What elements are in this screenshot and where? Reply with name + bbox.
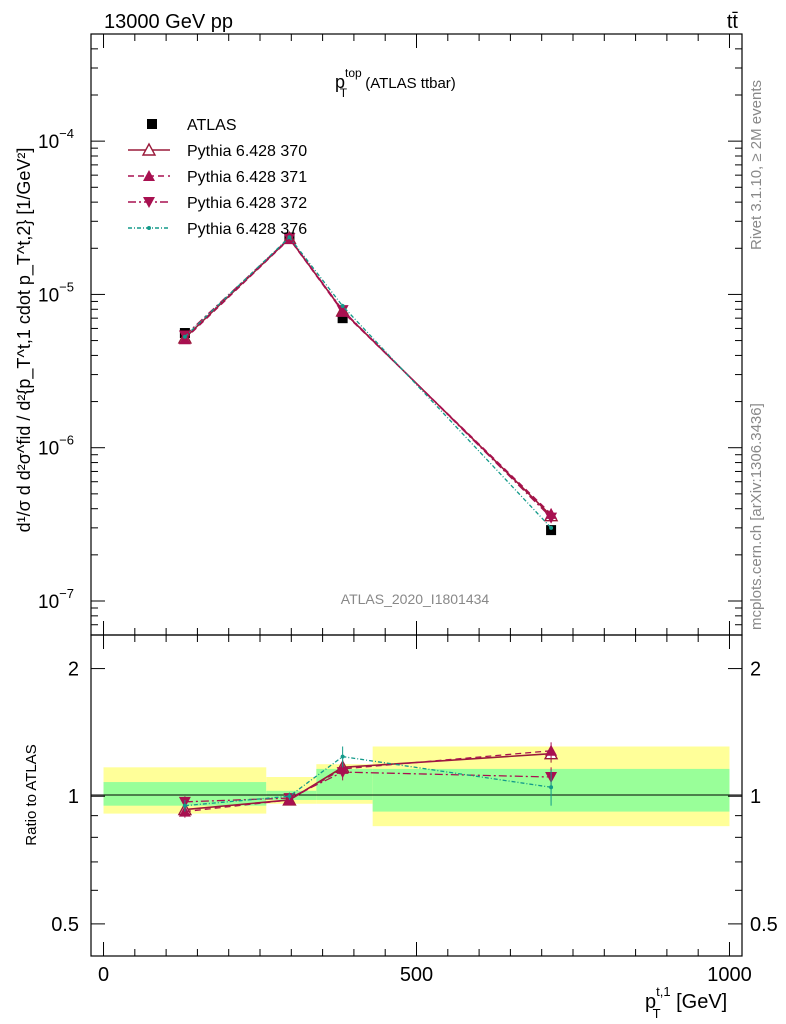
legend: ATLAS Pythia 6.428 370 Pythia 6.428 371 Pyt… <box>128 117 307 238</box>
main-y-tick-base: 10 <box>38 285 59 306</box>
main-point-0-3 <box>546 525 557 536</box>
legend-label-4: Pythia 6.428 376 <box>187 221 307 238</box>
header-left: 13000 GeV pp <box>104 11 233 33</box>
ratio-panel: 0.5 0.5 1 1 2 2 0 500 1000 Ratio to ATLAS pt,1 T… <box>23 634 778 1021</box>
x-tick-label: 500 <box>400 964 433 986</box>
main-series-group <box>177 230 559 536</box>
ratio-series-line-0 <box>184 752 552 811</box>
legend-label-0: ATLAS <box>187 117 237 134</box>
main-point-4-3 <box>549 525 554 530</box>
main-point-3-2 <box>336 305 349 317</box>
main-title-sup: top <box>345 66 362 80</box>
ratio-point-1-3 <box>545 744 558 756</box>
main-point-3-3 <box>545 512 558 524</box>
main-point-0-2 <box>337 313 348 324</box>
main-series-line-4 <box>184 236 552 529</box>
main-y-tick-label: 10−5 <box>38 279 74 306</box>
main-y-tick-exp: −7 <box>59 586 74 601</box>
ratio-series-group <box>177 742 559 818</box>
rivet-label: Rivet 3.1.10, ≥ 2M events <box>748 80 765 250</box>
ratio-point-2-2 <box>336 767 349 779</box>
ratio-y-axis-label: Ratio to ATLAS <box>23 744 40 845</box>
main-y-tick-exp: −6 <box>59 433 74 448</box>
ratio-y-tick-label-right: 1 <box>750 786 761 808</box>
ratio-series-line-2 <box>184 771 552 803</box>
ratio-y-tick-label-right: 2 <box>750 659 761 681</box>
main-y-tick-label: 10−4 <box>38 126 74 153</box>
x-axis-label-p: p <box>645 991 656 1013</box>
legend-marker-2 <box>143 170 155 181</box>
ratio-y-tick-label: 0.5 <box>51 914 79 936</box>
main-y-tick-base: 10 <box>38 439 59 460</box>
ratio-point-3-2 <box>340 754 345 759</box>
main-series-line-3 <box>184 237 552 519</box>
x-axis-label-sup: t,1 <box>656 984 670 999</box>
ratio-y-tick-label: 2 <box>68 659 79 681</box>
main-y-tick-base: 10 <box>38 592 59 613</box>
ratio-point-3-3 <box>549 785 554 790</box>
ratio-y-tick-label: 1 <box>68 786 79 808</box>
ratio-point-3-0 <box>182 803 187 808</box>
main-y-ticks: 10−710−610−510−4 <box>38 33 742 636</box>
main-y-axis-label: d¹/σ d d²σ^fid / d²{p_T^t,1 cdot p_T^t,2… <box>14 148 35 533</box>
main-x-ticks <box>103 34 730 635</box>
ratio-y-tick-label-right: 0.5 <box>750 914 778 936</box>
legend-label-1: Pythia 6.428 370 <box>187 143 307 160</box>
header-right: tt̄ <box>727 11 739 33</box>
main-title-suffix: (ATLAS ttbar) <box>361 75 456 92</box>
main-title: ptop T (ATLAS ttbar) <box>335 66 456 100</box>
main-panel: 10−710−610−510−4 ptop T (ATLAS ttbar) ATL… <box>14 33 743 636</box>
main-y-tick-base: 10 <box>38 132 59 153</box>
ratio-y-ticks: 0.5 0.5 1 1 2 2 <box>51 659 778 936</box>
main-series-line-1 <box>184 237 552 517</box>
x-tick-label: 0 <box>98 964 109 986</box>
main-point-4-1 <box>287 235 292 240</box>
main-y-tick-exp: −4 <box>59 126 74 141</box>
x-axis-label: pt,1 T [GeV] <box>645 984 727 1021</box>
legend-label-3: Pythia 6.428 372 <box>187 195 307 212</box>
legend-marker-0 <box>147 119 157 129</box>
main-title-p: p <box>335 72 345 92</box>
ratio-band-green-0 <box>103 782 267 806</box>
mcplots-label: mcplots.cern.ch [arXiv:1306.3436] <box>748 403 765 630</box>
legend-marker-3 <box>143 197 155 208</box>
main-point-4-0 <box>182 334 187 339</box>
x-tick-label: 1000 <box>707 964 752 986</box>
watermark: ATLAS_2020_I1801434 <box>341 591 490 607</box>
main-point-4-2 <box>340 304 345 309</box>
ratio-series-line-3 <box>184 755 552 807</box>
main-y-tick-label: 10−7 <box>38 586 74 613</box>
ratio-x-ticks: 0 500 1000 <box>98 635 752 986</box>
ratio-bands <box>103 746 730 827</box>
main-title-sub: T <box>340 86 348 100</box>
ratio-point-3-1 <box>287 794 292 799</box>
main-y-tick-exp: −5 <box>59 279 74 294</box>
x-axis-label-sub: T <box>653 1006 661 1021</box>
legend-marker-4 <box>147 226 151 230</box>
legend-marker-1 <box>141 142 157 156</box>
x-axis-label-suffix: [GeV] <box>671 991 728 1013</box>
main-series-line-2 <box>184 237 552 515</box>
main-y-tick-label: 10−6 <box>38 433 74 460</box>
legend-label-2: Pythia 6.428 371 <box>187 169 307 186</box>
